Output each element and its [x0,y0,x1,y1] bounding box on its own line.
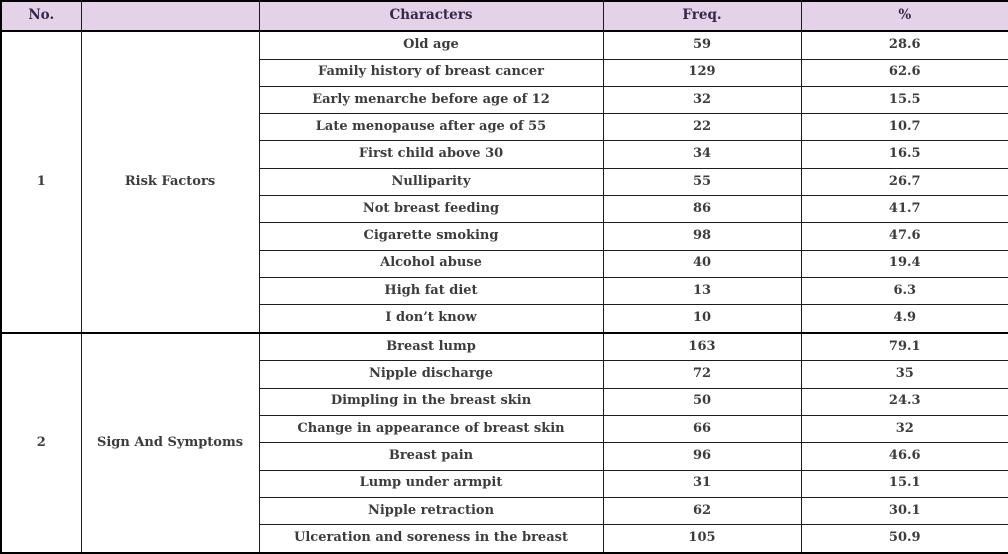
freq-cell: 13 [602,277,802,306]
freq-cell: 72 [602,360,802,389]
character-cell: Family history of breast cancer [258,58,604,87]
freq-cell: 10 [602,304,802,334]
percent-cell: 4.9 [800,304,1008,334]
character-cell: Dimpling in the breast skin [258,387,604,417]
table-row: 2 Sign And Symptoms Breast lump 163 79.1 [0,331,1008,554]
freq-cell: 50 [602,387,802,417]
character-cell: Ulceration and soreness in the breast [258,524,604,554]
percent-cell: 6.3 [800,277,1008,306]
percent-cell: 46.6 [800,442,1008,471]
freq-cell: 86 [602,195,802,224]
percent-cell: 26.7 [800,167,1008,197]
character-cell: Breast lump [258,331,604,362]
section-category-cell: Sign And Symptoms [80,331,260,554]
character-cell: Change in appearance of breast skin [258,415,604,444]
table-row: Nulliparity 55 26.7 [1,167,1008,197]
freq-cell: 34 [602,140,802,169]
character-cell: Late menopause after age of 55 [258,113,604,142]
character-cell: Old age [258,30,604,60]
percent-cell: 15.1 [800,469,1008,499]
freq-cell: 98 [602,222,802,251]
freq-cell: 40 [602,249,802,279]
freq-cell: 129 [602,58,802,87]
character-cell: Nulliparity [258,167,604,197]
freq-cell: 105 [602,524,802,554]
table-row: Nipple retraction 62 30.1 [1,497,1008,526]
percent-cell: 79.1 [800,331,1008,362]
header-characters: Characters [258,0,604,32]
character-cell: Alcohol abuse [258,249,604,279]
header-category [80,0,260,32]
table-body: 1 Risk Factors Old age 59 28.6 Family history… [0,30,1008,554]
percent-cell: 50.9 [800,524,1008,554]
character-cell: High fat diet [258,277,604,306]
table-row: I don’t know 10 4.9 [1,304,1008,334]
percent-cell: 62.6 [800,58,1008,87]
table-row: Not breast feeding 86 41.7 [1,195,1008,224]
header-row: No. Characters Freq. % [0,0,1008,32]
freq-cell: 32 [602,85,802,115]
header-percent: % [800,0,1008,32]
section-category-cell: Risk Factors [80,30,260,334]
character-cell: Lump under armpit [258,469,604,499]
table-row: Cigarette smoking 98 47.6 [1,222,1008,251]
freq-cell: 22 [602,113,802,142]
freq-cell: 66 [602,415,802,444]
table-row: Ulceration and soreness in the breast 105… [1,524,1008,554]
character-cell: Early menarche before age of 12 [258,85,604,115]
character-cell: Cigarette smoking [258,222,604,251]
character-cell: Nipple retraction [258,497,604,526]
percent-cell: 30.1 [800,497,1008,526]
section-no-cell: 1 [0,30,82,334]
percent-cell: 28.6 [800,30,1008,60]
freq-cell: 96 [602,442,802,471]
percent-cell: 41.7 [800,195,1008,224]
table-row: Dimpling in the breast skin 50 24.3 [1,387,1008,417]
section-no-cell: 2 [0,331,82,554]
character-cell: First child above 30 [258,140,604,169]
table-row: 1 Risk Factors Old age 59 28.6 [0,30,1008,334]
percent-cell: 24.3 [800,387,1008,417]
percent-cell: 15.5 [800,85,1008,115]
freq-cell: 55 [602,167,802,197]
table-row: Late menopause after age of 55 22 10.7 [1,113,1008,142]
table-header: No. Characters Freq. % [0,0,1008,32]
percent-cell: 19.4 [800,249,1008,279]
percent-cell: 47.6 [800,222,1008,251]
freq-cell: 59 [602,30,802,60]
character-cell: Breast pain [258,442,604,471]
header-freq: Freq. [602,0,802,32]
percent-cell: 10.7 [800,113,1008,142]
percent-cell: 35 [800,360,1008,389]
freq-cell: 31 [602,469,802,499]
character-cell: I don’t know [258,304,604,334]
header-no: No. [0,0,82,32]
freq-cell: 62 [602,497,802,526]
table-row: High fat diet 13 6.3 [1,277,1008,306]
character-cell: Nipple discharge [258,360,604,389]
percent-cell: 32 [800,415,1008,444]
table-row: Alcohol abuse 40 19.4 [1,249,1008,279]
character-cell: Not breast feeding [258,195,604,224]
freq-cell: 163 [602,331,802,362]
percent-cell: 16.5 [800,140,1008,169]
table-row: First child above 30 34 16.5 [1,140,1008,169]
